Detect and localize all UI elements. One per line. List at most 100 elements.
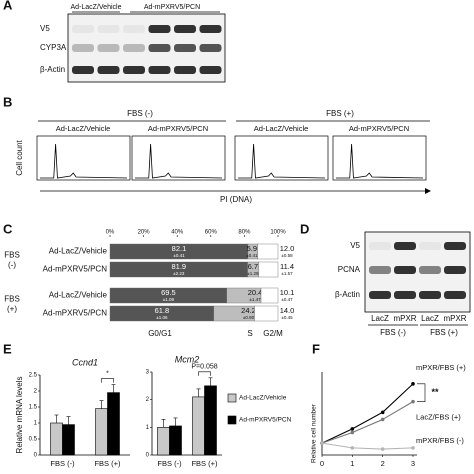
panel-label: B xyxy=(3,94,12,109)
condition-label: Ad-mPXRV5/PCN xyxy=(349,124,409,133)
x-tick-label: 80% xyxy=(238,230,251,236)
blot-band xyxy=(369,266,391,274)
blot-row-label: PCNA xyxy=(338,265,361,274)
error-label: ±2.23 xyxy=(173,271,185,276)
series-label: G0/G1 xyxy=(148,329,172,338)
histogram-frame xyxy=(36,135,131,181)
point xyxy=(350,446,355,450)
value-label: 14.0 xyxy=(280,306,295,315)
line-series xyxy=(321,401,414,444)
bar xyxy=(107,392,120,456)
line-series xyxy=(321,442,414,450)
point xyxy=(380,410,385,415)
bar-segment xyxy=(258,261,279,278)
blot-band xyxy=(174,25,196,33)
group-label: FBS (-) xyxy=(380,328,406,337)
point xyxy=(320,441,324,445)
condition-label: Ad-LacZ/Vehicle xyxy=(56,124,111,133)
error-label: ±0.41 xyxy=(246,253,258,258)
y-tick-label: 0 xyxy=(146,453,150,459)
panel-label: C xyxy=(3,221,13,236)
legend-swatch xyxy=(227,393,237,403)
panel-label: D xyxy=(300,221,309,236)
blot-band xyxy=(72,66,94,74)
series-label: mPXR/FBS (-) xyxy=(416,436,464,445)
point xyxy=(350,430,355,435)
value-label: 81.9 xyxy=(171,262,186,271)
condition-label: Ad-LacZ/Vehicle xyxy=(254,124,309,133)
blot-band xyxy=(174,66,196,74)
x-tick-label: FBS (+) xyxy=(94,459,121,468)
blot-row-label: β-Actin xyxy=(335,290,360,299)
point xyxy=(411,399,415,404)
error-label: ±1.09 xyxy=(163,297,175,302)
error-label: ±1.06 xyxy=(156,315,168,320)
axis-title: Relative cell number xyxy=(311,403,318,463)
legend-label: Ad-mPXRV5/PCN xyxy=(239,417,292,424)
row-label: Ad-mPXRV5/PCN xyxy=(43,265,108,274)
group-label: (-) xyxy=(8,261,16,270)
x-tick-label: 0 xyxy=(320,459,324,468)
condition-label: Ad-mPXRV5/PCN xyxy=(148,124,208,133)
histogram-frame xyxy=(332,135,427,181)
bar xyxy=(204,385,217,456)
point xyxy=(411,446,415,450)
error-label: ±0.47 xyxy=(281,297,293,302)
y-tick-label: 2.5 xyxy=(29,373,38,379)
bar-segment xyxy=(257,243,279,260)
series-label: mPXR/FBS (+) xyxy=(416,363,466,372)
group-label: FBS xyxy=(4,251,20,260)
blot-band xyxy=(97,66,120,74)
arrow-head xyxy=(425,188,431,194)
y-tick-label: 2 xyxy=(34,389,38,395)
error-label: ±0.45 xyxy=(281,315,293,320)
row-label: Ad-LacZ/Vehicle xyxy=(49,247,108,256)
x-tick-label: 2 xyxy=(381,459,385,468)
x-tick-label: 1 xyxy=(350,459,354,468)
axis-title: Relative mRNA levels xyxy=(15,377,24,454)
significance-bracket xyxy=(198,371,211,376)
line-series xyxy=(321,383,414,444)
blot-band xyxy=(199,25,222,33)
y-tick-label: 2 xyxy=(146,397,150,403)
blot-band xyxy=(148,66,171,74)
bar xyxy=(157,427,170,456)
annotation: ** xyxy=(431,387,439,397)
group-label: FBS xyxy=(4,295,20,304)
series-label: G2/M xyxy=(263,329,283,338)
x-tick-label: 20% xyxy=(138,230,151,236)
chart-title: Ccnd1 xyxy=(72,357,98,367)
row-label: Ad-mPXRV5/PCN xyxy=(43,309,108,318)
blot-band xyxy=(394,266,416,274)
error-label: ±1.57 xyxy=(281,271,293,276)
blot-band xyxy=(444,291,466,299)
y-tick-label: 1 xyxy=(146,425,150,431)
blot-band xyxy=(394,242,416,250)
error-label: ±0.90 xyxy=(243,315,255,320)
x-tick-label: FBS (-) xyxy=(157,459,182,468)
value-label: 82.1 xyxy=(172,244,187,253)
blot-band xyxy=(419,266,441,274)
value-label: 6.7 xyxy=(248,262,258,271)
blot-band xyxy=(97,25,120,33)
blot-band xyxy=(148,25,171,33)
lane-label: LacZ xyxy=(371,314,389,323)
group-label: FBS (+) xyxy=(430,328,458,337)
row-label: Ad-LacZ/Vehicle xyxy=(49,291,108,300)
blot-row-label: β-Actin xyxy=(40,65,65,74)
error-label: ±0.58 xyxy=(281,253,293,258)
blot-band xyxy=(97,44,120,52)
blot-frame xyxy=(67,13,226,83)
blot-band xyxy=(419,242,441,250)
point xyxy=(411,382,415,386)
y-tick-label: 1.5 xyxy=(29,405,38,411)
histogram-trace xyxy=(336,143,424,179)
lane-label: mPXR xyxy=(443,314,466,323)
blot-band xyxy=(444,242,466,250)
histogram-frame xyxy=(131,135,226,181)
histogram-trace xyxy=(135,143,223,179)
group-label: (+) xyxy=(7,305,17,314)
value-label: 10.1 xyxy=(280,288,295,297)
bar xyxy=(192,396,205,456)
